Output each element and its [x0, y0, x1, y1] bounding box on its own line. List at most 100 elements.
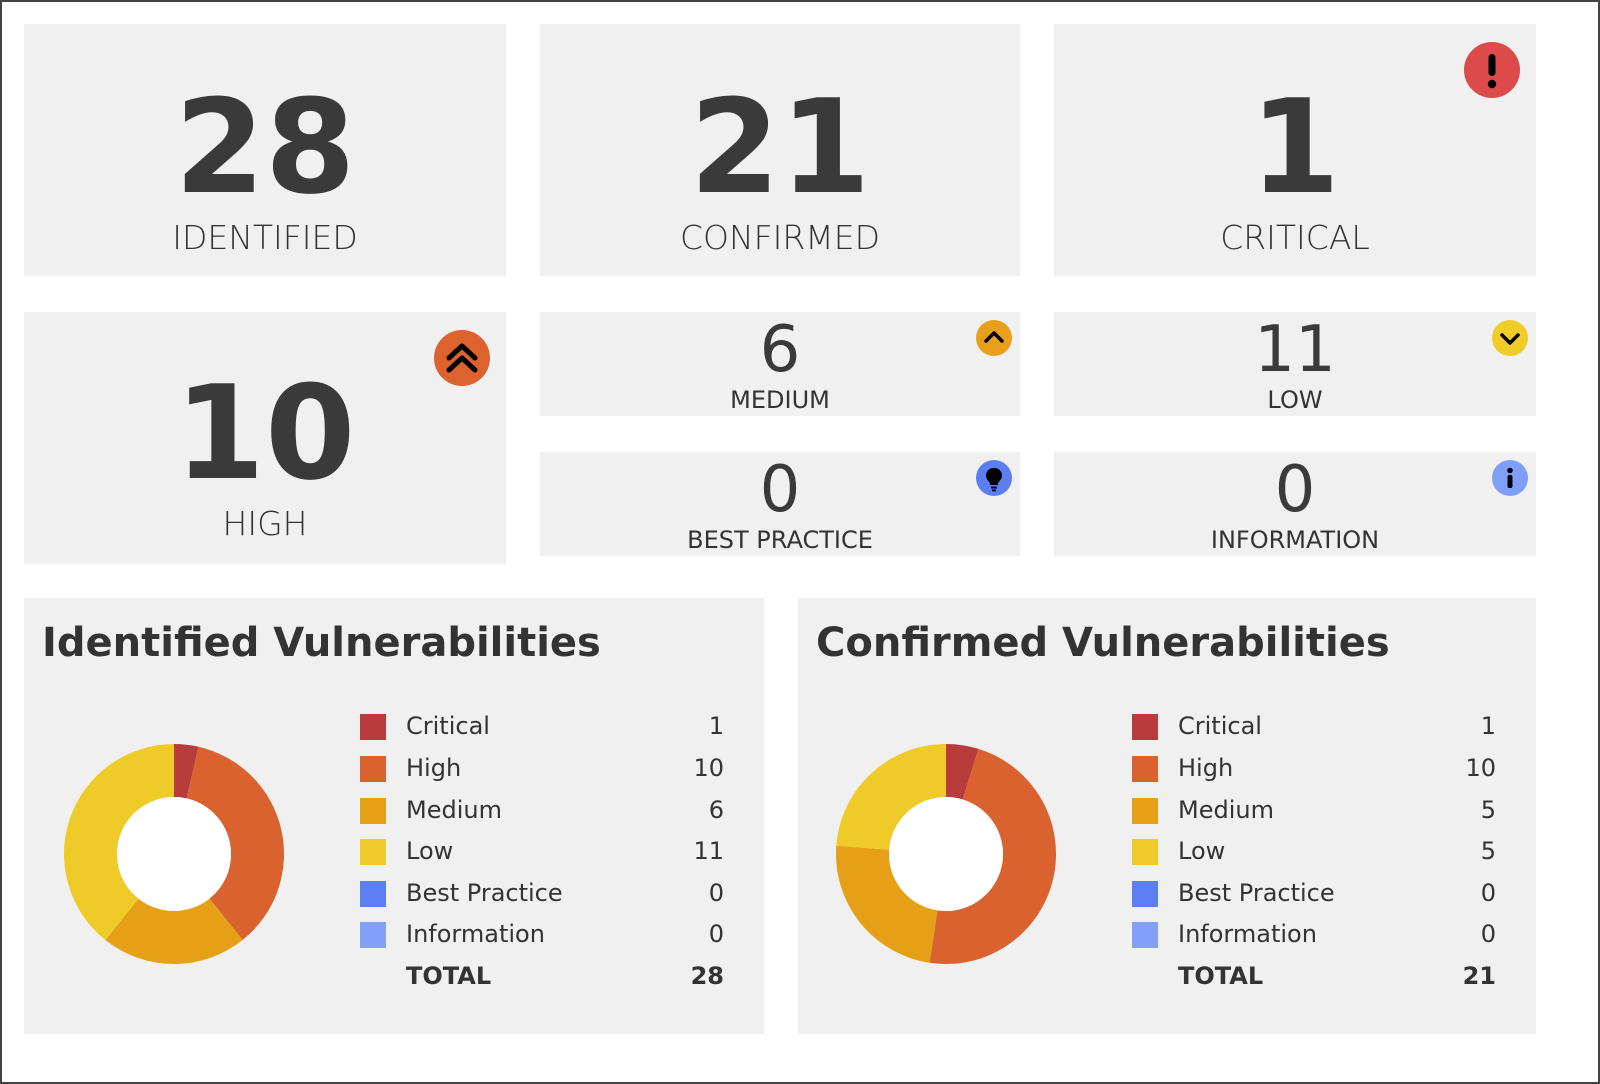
legend-value: 6	[708, 796, 724, 824]
donut-hole	[889, 797, 1003, 911]
legend-value: 10	[1465, 754, 1496, 782]
legend-label: Best Practice	[1178, 879, 1335, 907]
tile-identified[interactable]: 28 IDENTIFIED	[24, 24, 506, 276]
best-practice-swatch	[1132, 881, 1158, 907]
confirmed-donut-chart[interactable]	[836, 744, 1056, 964]
exclamation-icon	[1464, 42, 1520, 98]
donut-slice-critical[interactable]	[174, 744, 199, 799]
panel-title: Identified Vulnerabilities	[42, 620, 601, 666]
legend-value: 0	[1480, 879, 1496, 907]
legend-value: 5	[1480, 837, 1496, 865]
total-label: TOTAL	[1178, 962, 1264, 990]
medium-label: MEDIUM	[730, 386, 830, 414]
legend-value: 0	[1480, 920, 1496, 948]
identified-count: 28	[174, 71, 356, 223]
confirmed-vulnerabilities-panel: Confirmed Vulnerabilities Critical 1 High…	[798, 598, 1536, 1034]
donut-slice-medium[interactable]	[105, 898, 243, 964]
tile-low[interactable]: 11 LOW	[1054, 312, 1536, 416]
legend-label: Best Practice	[406, 879, 563, 907]
confirmed-count: 21	[689, 71, 871, 223]
low-swatch	[1132, 839, 1158, 865]
legend-label: High	[1178, 754, 1234, 782]
legend-value: 0	[708, 879, 724, 907]
confirmed-legend: Critical 1 High 10 Medium 5 Low 5 Best Pract…	[1132, 712, 1496, 1012]
tile-information[interactable]: 0 INFORMATION	[1054, 452, 1536, 556]
legend-label: Medium	[406, 796, 502, 824]
legend-value: 1	[708, 712, 724, 740]
legend-item-best-practice[interactable]: Best Practice 0	[360, 879, 724, 909]
legend-item-medium[interactable]: Medium 6	[360, 796, 724, 826]
legend-item-critical[interactable]: Critical 1	[360, 712, 724, 742]
legend-item-information[interactable]: Information 0	[360, 920, 724, 950]
donut-hole	[117, 797, 231, 911]
identified-label: IDENTIFIED	[172, 218, 358, 257]
donut-slice-high[interactable]	[929, 748, 1056, 964]
low-swatch	[360, 839, 386, 865]
legend-label: Low	[1178, 837, 1226, 865]
legend-label: Low	[406, 837, 454, 865]
high-count: 10	[174, 357, 356, 509]
best-practice-label: BEST PRACTICE	[687, 526, 873, 554]
critical-swatch	[1132, 714, 1158, 740]
legend-label: High	[406, 754, 462, 782]
tile-high[interactable]: 10 HIGH	[24, 312, 506, 564]
legend-item-information[interactable]: Information 0	[1132, 920, 1496, 950]
donut-slice-critical[interactable]	[946, 744, 979, 800]
medium-swatch	[1132, 798, 1158, 824]
donut-slice-low[interactable]	[836, 744, 946, 850]
best-practice-swatch	[360, 881, 386, 907]
legend-value: 11	[693, 837, 724, 865]
legend-value: 1	[1480, 712, 1496, 740]
information-count: 0	[1274, 453, 1316, 527]
chevron-down-icon	[1492, 320, 1528, 356]
legend-item-high[interactable]: High 10	[1132, 754, 1496, 784]
medium-swatch	[360, 798, 386, 824]
confirmed-label: CONFIRMED	[679, 218, 881, 257]
information-swatch	[1132, 922, 1158, 948]
legend-label: Information	[1178, 920, 1317, 948]
tile-medium[interactable]: 6 MEDIUM	[540, 312, 1020, 416]
legend-item-low[interactable]: Low 11	[360, 837, 724, 867]
legend-value: 10	[693, 754, 724, 782]
information-swatch	[360, 922, 386, 948]
donut-slice-medium[interactable]	[836, 845, 938, 963]
identified-donut-chart[interactable]	[64, 744, 284, 964]
critical-label: CRITICAL	[1220, 218, 1370, 257]
tile-critical[interactable]: 1 CRITICAL	[1054, 24, 1536, 276]
legend-item-best-practice[interactable]: Best Practice 0	[1132, 879, 1496, 909]
donut-slice-high[interactable]	[186, 746, 284, 941]
high-swatch	[360, 756, 386, 782]
best-practice-count: 0	[759, 453, 801, 527]
total-value: 21	[1462, 962, 1496, 990]
total-value: 28	[690, 962, 724, 990]
legend-value: 0	[708, 920, 724, 948]
high-swatch	[1132, 756, 1158, 782]
medium-count: 6	[759, 313, 801, 387]
legend-label: Critical	[406, 712, 490, 740]
double-chevron-up-icon	[434, 330, 490, 386]
legend-item-low[interactable]: Low 5	[1132, 837, 1496, 867]
tile-confirmed[interactable]: 21 CONFIRMED	[540, 24, 1020, 276]
information-label: INFORMATION	[1210, 526, 1380, 554]
low-label: LOW	[1267, 386, 1323, 414]
legend-item-high[interactable]: High 10	[360, 754, 724, 784]
high-label: HIGH	[222, 504, 308, 543]
legend-item-critical[interactable]: Critical 1	[1132, 712, 1496, 742]
critical-swatch	[360, 714, 386, 740]
total-label: TOTAL	[406, 962, 492, 990]
legend-item-medium[interactable]: Medium 5	[1132, 796, 1496, 826]
lightbulb-icon	[976, 460, 1012, 496]
panel-title: Confirmed Vulnerabilities	[816, 620, 1390, 666]
identified-vulnerabilities-panel: Identified Vulnerabilities Critical 1 Hig…	[24, 598, 764, 1034]
identified-legend: Critical 1 High 10 Medium 6 Low 11 Best Prac…	[360, 712, 724, 1012]
chevron-up-icon	[976, 320, 1012, 356]
legend-total: TOTAL 28	[360, 962, 724, 992]
low-count: 11	[1254, 313, 1336, 387]
legend-label: Medium	[1178, 796, 1274, 824]
donut-slice-low[interactable]	[64, 744, 174, 941]
legend-total: TOTAL 21	[1132, 962, 1496, 992]
tile-best-practice[interactable]: 0 BEST PRACTICE	[540, 452, 1020, 556]
critical-count: 1	[1249, 71, 1341, 223]
legend-value: 5	[1480, 796, 1496, 824]
